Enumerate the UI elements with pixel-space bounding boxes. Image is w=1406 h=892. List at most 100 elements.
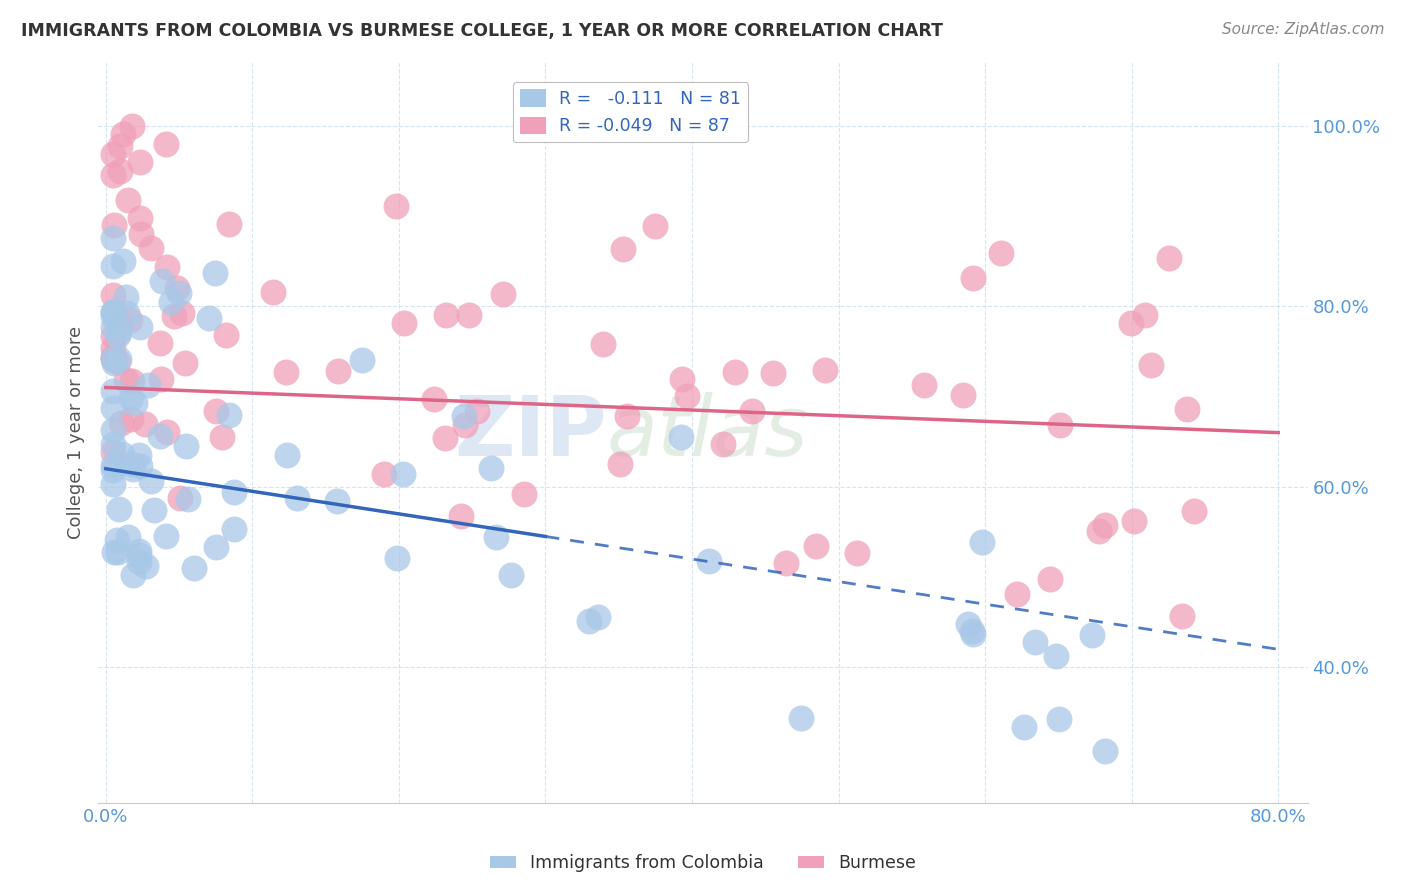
Point — [174, 440, 197, 454]
Point — [124, 395, 146, 409]
Point — [262, 285, 284, 299]
Point — [741, 404, 763, 418]
Point — [136, 377, 159, 392]
Point — [101, 168, 124, 182]
Point — [103, 544, 125, 558]
Point — [465, 403, 488, 417]
Point — [149, 372, 172, 386]
Point — [453, 409, 475, 423]
Point — [101, 305, 124, 319]
Point — [775, 556, 797, 570]
Point — [112, 127, 135, 141]
Point — [134, 417, 156, 432]
Point — [285, 491, 308, 505]
Point — [1094, 518, 1116, 533]
Point — [960, 624, 983, 638]
Point — [1088, 524, 1111, 539]
Point — [423, 392, 446, 407]
Point — [952, 388, 974, 402]
Point — [612, 242, 634, 256]
Point — [111, 253, 134, 268]
Point — [160, 294, 183, 309]
Text: IMMIGRANTS FROM COLOMBIA VS BURMESE COLLEGE, 1 YEAR OR MORE CORRELATION CHART: IMMIGRANTS FROM COLOMBIA VS BURMESE COLL… — [21, 22, 943, 40]
Point — [103, 356, 125, 370]
Point — [128, 543, 150, 558]
Point — [101, 444, 124, 458]
Point — [149, 429, 172, 443]
Point — [804, 539, 827, 553]
Point — [117, 530, 139, 544]
Point — [609, 457, 631, 471]
Point — [115, 290, 138, 304]
Point — [1182, 504, 1205, 518]
Point — [148, 335, 170, 350]
Point — [499, 568, 522, 582]
Point — [101, 424, 124, 438]
Point — [111, 447, 134, 461]
Point — [1135, 308, 1157, 322]
Point — [114, 373, 136, 387]
Point — [450, 509, 472, 524]
Point — [1122, 514, 1144, 528]
Point — [197, 310, 219, 325]
Point — [513, 487, 536, 501]
Point — [711, 437, 734, 451]
Point — [373, 467, 395, 482]
Point — [107, 354, 129, 368]
Point — [129, 154, 152, 169]
Point — [129, 227, 152, 241]
Point — [128, 549, 150, 563]
Point — [458, 308, 481, 322]
Point — [1039, 572, 1062, 586]
Point — [128, 448, 150, 462]
Point — [1024, 635, 1046, 649]
Point — [385, 551, 408, 566]
Point — [101, 350, 124, 364]
Point — [110, 139, 132, 153]
Point — [121, 457, 143, 471]
Point — [697, 554, 720, 568]
Point — [276, 365, 298, 379]
Point — [724, 365, 747, 379]
Point — [120, 412, 142, 426]
Point — [129, 320, 152, 334]
Point — [122, 568, 145, 582]
Point — [170, 306, 193, 320]
Point — [479, 460, 502, 475]
Point — [101, 305, 124, 319]
Point — [108, 326, 131, 340]
Point — [183, 561, 205, 575]
Point — [588, 610, 610, 624]
Point — [845, 545, 868, 559]
Point — [108, 164, 131, 178]
Point — [454, 418, 477, 433]
Point — [101, 147, 124, 161]
Point — [434, 432, 457, 446]
Point — [115, 305, 138, 319]
Point — [105, 533, 128, 547]
Point — [962, 271, 984, 285]
Point — [592, 337, 614, 351]
Point — [156, 425, 179, 439]
Point — [101, 436, 124, 450]
Point — [205, 403, 228, 417]
Point — [434, 308, 457, 322]
Point — [101, 477, 124, 491]
Point — [1139, 358, 1161, 372]
Point — [392, 316, 415, 330]
Point — [103, 219, 125, 233]
Point — [762, 366, 785, 380]
Point — [1045, 649, 1067, 664]
Point — [224, 522, 246, 536]
Point — [128, 555, 150, 569]
Point — [328, 364, 350, 378]
Point — [204, 266, 226, 280]
Text: ZIP: ZIP — [454, 392, 606, 473]
Point — [1007, 586, 1029, 600]
Point — [669, 429, 692, 443]
Point — [352, 353, 374, 368]
Point — [101, 463, 124, 477]
Point — [155, 136, 177, 151]
Point — [215, 327, 238, 342]
Point — [120, 391, 142, 405]
